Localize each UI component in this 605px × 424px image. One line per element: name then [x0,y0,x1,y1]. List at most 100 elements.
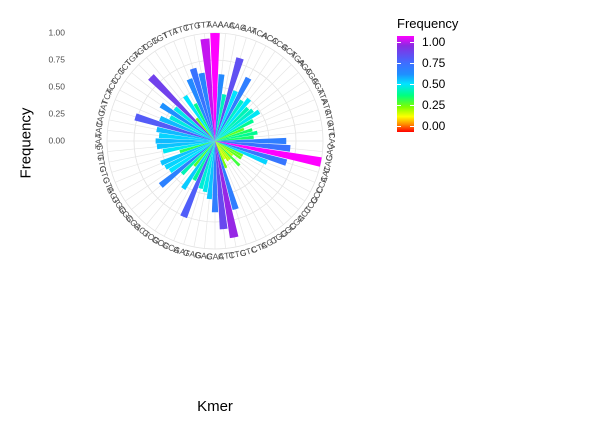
kmer-label-cat: CAT [318,165,332,184]
bar-ttg [198,72,215,141]
bar-gac [206,141,215,200]
bar-tgt [193,103,215,141]
bar-cat [215,141,288,166]
bar-cgg [215,141,230,162]
kmer-label-tag: TAG [94,109,107,127]
kmer-label-tac: TAC [93,121,105,138]
kmer-label-cag: CAG [321,153,334,173]
bar-aca [215,90,238,141]
kmer-label-aac: AAC [217,19,235,31]
bar-acg [215,99,244,141]
bar-atc [215,128,253,141]
kmer-label-gat: GAT [172,244,191,258]
bar-tga [148,74,215,141]
x-axis-title: Kmer [197,398,233,415]
bar-gag [202,141,215,193]
bar-ggt [164,141,215,170]
legend-tick-label: 1.00 [422,35,446,49]
y-tick-label: 0.25 [48,108,65,118]
bar-agt [215,118,254,141]
kmer-label-gac: GAC [194,250,213,262]
bar-cgt [215,141,226,160]
kmer-label-ctc: CTC [239,244,259,259]
legend-tick-label: 0.25 [422,98,446,112]
bar-tca [159,115,215,141]
legend-tick-label: 0.50 [422,77,446,91]
legend-tick-label: 0.75 [422,56,446,70]
kmer-label-atc: ATC [320,98,334,117]
bars [134,33,322,239]
y-axis-title: Frequency [17,107,35,179]
kmer-label-aat: AAT [240,22,258,36]
bar-agc [215,108,254,141]
bar-ctg [215,141,239,239]
bar-tcg [159,102,215,141]
bar-taa [155,138,215,144]
bar-gga [180,141,215,176]
kmer-label-ttc: TTC [172,22,191,36]
bar-cag [215,141,322,167]
bar-tat [134,113,215,141]
bar-gca [180,141,215,219]
bar-ccc [215,141,244,157]
bar-ttc [189,67,215,141]
y-tick-labels: 0.00 0.25 0.50 0.75 1.00 [48,27,65,145]
bar-tcc [169,115,215,141]
legend-tick-label: 0.00 [422,119,446,133]
bar-acc [215,76,252,141]
bar-aga [215,106,250,141]
kmer-label-atg: ATG [323,109,336,127]
kmer-label-caa: CAA [327,132,337,150]
kmer-label-ctt: CTT [218,250,235,262]
bar-act [215,97,252,141]
kmer-label-ttg: TTG [183,20,202,33]
kmer-label-gtt: GTT [94,143,106,161]
y-tick-label: 0.00 [48,135,65,145]
bar-gcc [192,141,215,181]
bar-atg [215,130,258,141]
kmer-label-gtg: GTG [95,153,108,173]
bar-ccg [215,141,242,160]
bar-cga [215,141,241,167]
bar-gta [160,141,215,166]
bar-aag [215,94,227,141]
bar-ggc [158,141,215,188]
bar-gtc [179,141,215,154]
kmer-label-taa: TAA [93,133,103,149]
bar-agg [215,109,261,141]
bar-tct [173,106,215,141]
bar-tag [156,126,215,141]
bar-gct [193,141,215,167]
bar-gat [198,141,215,190]
bar-ctt [215,141,228,230]
bar-tac [158,133,215,141]
y-tick-label: 1.00 [48,27,65,37]
bar-tgc [195,117,215,141]
bar-gtt [156,141,215,150]
legend: Frequency 1.00 0.75 0.50 0.25 0.00 [397,16,459,133]
bar-caa [215,137,287,145]
kmer-label-cac: CAC [324,143,336,162]
bar-ctc [215,141,239,211]
legend-title: Frequency [397,16,459,31]
bar-tta [186,78,215,141]
kmer-label-ctg: CTG [228,247,248,260]
kmer-label-gaa: GAA [206,251,224,261]
kmer-label-gtc: GTC [97,164,112,184]
bar-aaa [210,33,220,142]
legend-colorbar [397,36,414,132]
bar-ttt [200,38,215,141]
bar-ggg [168,141,215,173]
bar-cta [215,141,228,169]
bar-cgc [215,141,231,161]
kmer-label-aag: AAG [228,20,248,33]
y-tick-label: 0.50 [48,81,65,91]
kmer-label-tat: TAT [96,99,110,116]
kmer-label-gag: GAG [182,247,202,260]
bar-gaa [211,141,219,213]
bar-aac [215,74,225,141]
kmer-label-aaa: AAA [206,19,223,29]
y-tick-label: 0.75 [48,54,65,64]
bar-gtg [162,141,215,154]
